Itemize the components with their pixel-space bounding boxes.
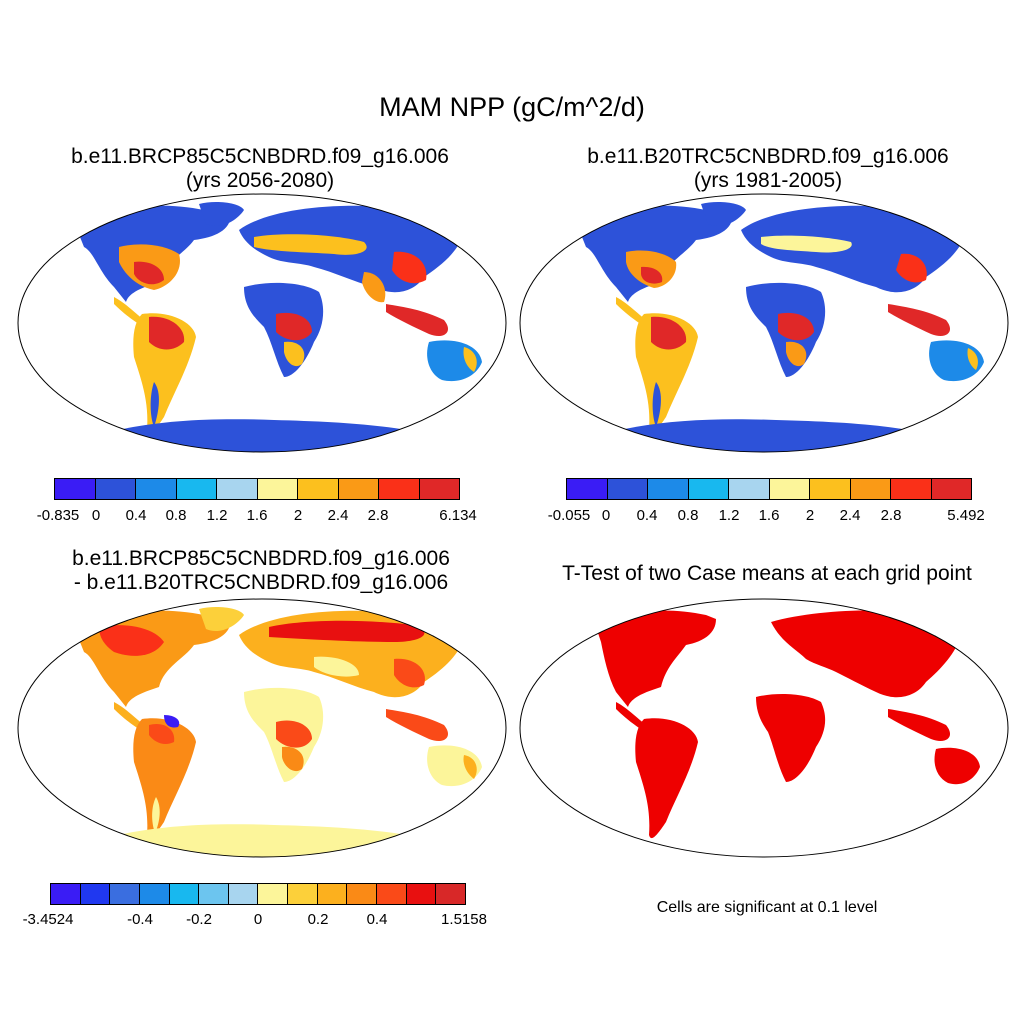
colorbar-swatch [217,479,258,499]
panel2-colorbar [566,478,972,500]
panel1-title: b.e11.BRCP85C5CNBDRD.f09_g16.006 (yrs 20… [10,145,510,193]
colorbar-tick-label: 0 [601,507,611,524]
colorbar-swatch [436,884,465,904]
panel3-title-line1: b.e11.BRCP85C5CNBDRD.f09_g16.006 [72,547,450,570]
colorbar-swatch [288,884,318,904]
colorbar-tick-label: 2.4 [839,507,861,524]
panel2-title: b.e11.B20TRC5CNBDRD.f09_g16.006 (yrs 198… [518,145,1018,193]
panel2-greenland [701,202,746,227]
panel2-title-line1: b.e11.B20TRC5CNBDRD.f09_g16.006 [587,145,949,168]
colorbar-tick-label: 1.2 [718,507,740,524]
colorbar-swatch [377,884,407,904]
colorbar-tick-label: 1.6 [758,507,780,524]
panel1-title-line2: (yrs 2056-2080) [185,169,335,192]
colorbar-swatch [298,479,339,499]
colorbar-tick-label: 1.2 [206,507,228,524]
panel3-south-america [133,718,196,839]
colorbar-swatch [850,479,891,499]
colorbar-swatch [55,479,96,499]
colorbar-swatch [347,884,378,904]
colorbar-swatch [406,884,437,904]
colorbar-tick-label: 2 [293,507,303,524]
panel1-greenland [199,202,244,227]
panel1-map [17,193,507,453]
colorbar-tick-label: 5.492 [947,507,985,524]
colorbar-swatch [931,479,971,499]
colorbar-tick-label: 6.134 [439,507,477,524]
colorbar-swatch [317,884,348,904]
colorbar-swatch [136,479,177,499]
colorbar-tick-label: -0.055 [547,507,591,524]
panel4-north-america [596,610,716,707]
panel4-australia [934,747,980,785]
colorbar-tick-label: 0.8 [677,507,699,524]
colorbar-tick-label: 2.8 [367,507,389,524]
figure-title: MAM NPP (gC/m^2/d) [379,92,645,122]
panel3-antarctica [74,824,454,857]
colorbar-tick-label: -0.4 [127,911,153,928]
panel2-antarctica [576,419,956,452]
colorbar-swatch [567,479,608,499]
panel3-greenland [199,607,244,632]
panel4-eurasia [771,610,961,698]
panel3-title-line2: - b.e11.B20TRC5CNBDRD.f09_g16.006 [73,571,449,594]
colorbar-tick-label: 1.5158 [441,911,487,928]
panel1-colorbar [54,478,460,500]
colorbar-swatch [199,884,229,904]
colorbar-tick-label: 0.4 [366,911,388,928]
panel1-title-line1: b.e11.BRCP85C5CNBDRD.f09_g16.006 [71,145,449,168]
colorbar-tick-label: 2.4 [327,507,349,524]
colorbar-swatch [688,479,729,499]
panel2-map [519,193,1009,453]
colorbar-swatch [176,479,217,499]
panel3-australia [427,745,482,787]
panel4-south-america [635,718,698,839]
colorbar-swatch [169,884,200,904]
panel4-map [519,598,1009,858]
colorbar-tick-label: -3.4524 [22,911,74,928]
colorbar-swatch [419,479,459,499]
colorbar-swatch [769,479,810,499]
colorbar-swatch [607,479,648,499]
colorbar-tick-label: -0.2 [186,911,212,928]
colorbar-tick-label: -0.835 [36,507,80,524]
colorbar-swatch [95,479,136,499]
colorbar-swatch [51,884,81,904]
panel2-title-line2: (yrs 1981-2005) [693,169,843,192]
panel3-map [17,598,507,858]
colorbar-tick-label: 2.8 [880,507,902,524]
panel4-note: Cells are significant at 0.1 level [656,899,878,916]
colorbar-swatch [338,479,379,499]
panel3-title: b.e11.BRCP85C5CNBDRD.f09_g16.006 - b.e11… [6,547,516,595]
colorbar-swatch [110,884,140,904]
colorbar-swatch [648,479,689,499]
colorbar-tick-label: 1.6 [246,507,268,524]
colorbar-tick-label: 0 [253,911,263,928]
colorbar-swatch [80,884,111,904]
colorbar-swatch [258,884,289,904]
colorbar-tick-label: 0 [91,507,101,524]
colorbar-tick-label: 0.8 [165,507,187,524]
colorbar-swatch [810,479,851,499]
colorbar-tick-label: 0.4 [636,507,658,524]
colorbar-swatch [379,479,420,499]
colorbar-swatch [891,479,932,499]
colorbar-tick-label: 2 [805,507,815,524]
panel4-title: T-Test of two Case means at each grid po… [562,562,972,585]
colorbar-swatch [729,479,770,499]
colorbar-swatch [257,479,298,499]
colorbar-tick-label: 0.2 [307,911,329,928]
colorbar-swatch [139,884,170,904]
panel2-eurasia [741,205,966,293]
panel4-africa [756,694,826,782]
colorbar-tick-label: 0.4 [125,507,147,524]
panel1-antarctica [74,419,454,452]
panel3-colorbar [50,883,466,905]
colorbar-swatch [228,884,259,904]
